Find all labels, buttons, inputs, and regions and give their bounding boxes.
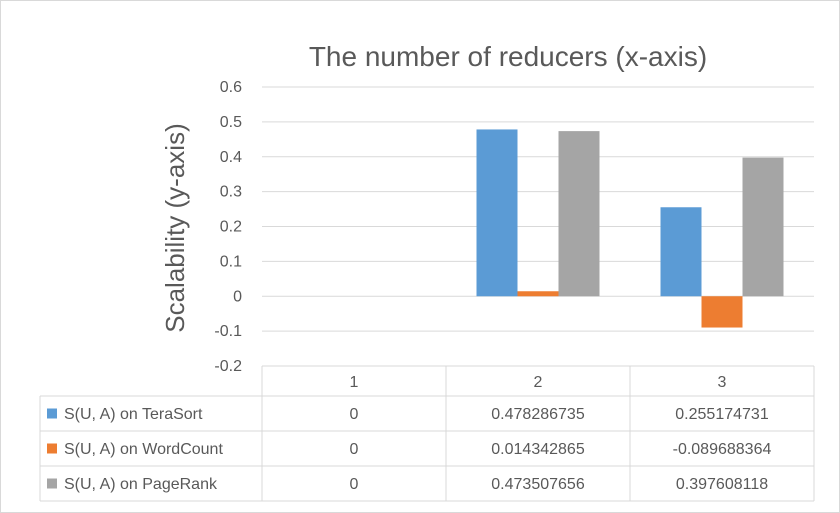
y-tick-label: 0.3 [220, 184, 242, 201]
y-axis-label: Scalability (y-axis) [160, 123, 190, 333]
bar [476, 129, 518, 297]
data-label: 0.473507656 [491, 476, 585, 493]
data-label: 0.478286735 [491, 406, 585, 423]
y-tick-label: 0.4 [220, 149, 242, 166]
y-tick-label: -0.1 [214, 323, 242, 340]
legend-swatch [47, 478, 57, 489]
data-label: 0 [350, 406, 359, 423]
legend-label: S(U, A) on PageRank [64, 476, 218, 493]
y-tick-label: 0.2 [220, 219, 242, 236]
data-label: 0 [350, 476, 359, 493]
bar [742, 157, 784, 297]
bar [558, 131, 600, 297]
legend-label: S(U, A) on TeraSort [64, 406, 203, 423]
x-tick-label: 1 [350, 374, 359, 391]
legend-swatch [47, 408, 57, 419]
bar [660, 207, 702, 297]
y-tick-label: 0.1 [220, 253, 242, 270]
x-tick-label: 3 [718, 374, 727, 391]
y-tick-label: 0 [233, 288, 242, 305]
y-tick-label: 0.5 [220, 114, 242, 131]
bar [701, 296, 743, 328]
data-label: 0.397608118 [676, 476, 768, 493]
data-label: 0 [350, 441, 359, 458]
y-axis-ticks: 0.6 0.5 0.4 0.3 0.2 0.1 0 -0.1 -0.2 [214, 79, 242, 375]
y-tick-label: -0.2 [214, 358, 242, 375]
bar [517, 291, 559, 297]
y-tick-label: 0.6 [220, 79, 242, 96]
bars [476, 129, 784, 328]
x-tick-label: 2 [534, 374, 543, 391]
data-table: 1 2 3 S(U, A) on TeraSort 0 0.478286735 0.2551… [39, 365, 815, 502]
data-label: 0.014342865 [491, 441, 585, 458]
legend-swatch [47, 443, 57, 454]
legend-label: S(U, A) on WordCount [64, 441, 223, 458]
data-label: 0.255174731 [675, 406, 769, 423]
data-label: -0.089688364 [673, 441, 772, 458]
chart-title: The number of reducers (x-axis) [309, 41, 707, 72]
